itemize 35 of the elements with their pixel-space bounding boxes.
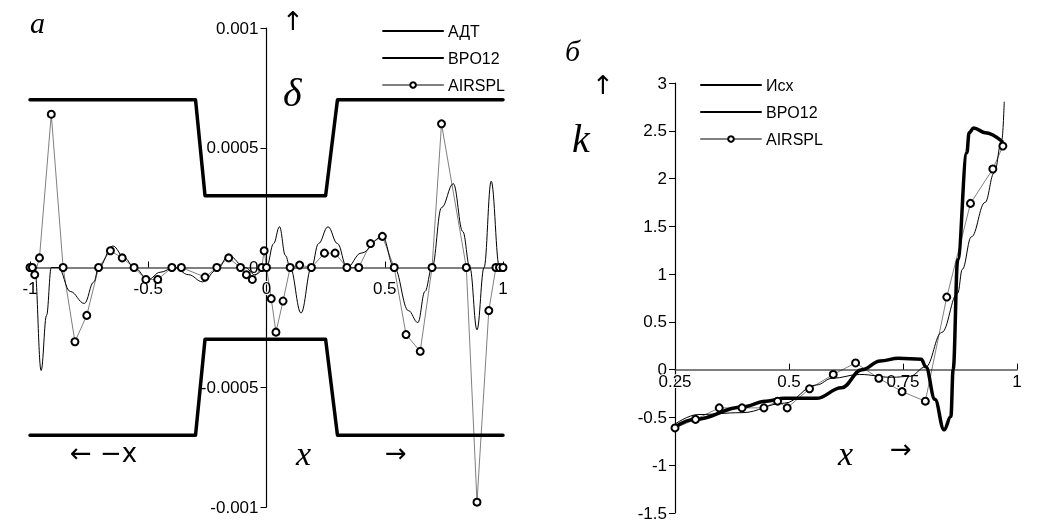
y-tick-label: -1.5 bbox=[637, 503, 667, 523]
x-tick-label: 0.5 bbox=[777, 371, 801, 391]
x-tick-label: 1 bbox=[1012, 371, 1022, 391]
y-axis-title: k bbox=[572, 115, 591, 161]
x-axis-title: x bbox=[295, 434, 312, 472]
x-tick-label: 0.75 bbox=[886, 371, 920, 391]
legend-label: Исх bbox=[766, 76, 794, 94]
y-tick-label: 2.5 bbox=[643, 121, 667, 141]
chart-title: a bbox=[30, 5, 45, 39]
legend-label: AIRSPL bbox=[766, 130, 824, 148]
chart-title: б bbox=[565, 33, 581, 67]
y-tick-label: 0.5 bbox=[643, 312, 667, 332]
y-tick-label: 3 bbox=[657, 73, 667, 93]
y-tick-label: -0.001 bbox=[210, 497, 259, 517]
y-axis-title: δ bbox=[283, 69, 303, 115]
y-tick-label: -1 bbox=[651, 455, 667, 475]
annotation: ↑ bbox=[282, 6, 304, 36]
x-axis-title: x bbox=[837, 434, 854, 472]
text: ↑ bbox=[592, 70, 614, 100]
annotation: ← −x bbox=[70, 438, 138, 468]
y-tick-label: 1 bbox=[657, 264, 667, 284]
y-tick-label: 0.0005 bbox=[206, 138, 259, 158]
x-tick-label: 0.5 bbox=[372, 278, 397, 298]
y-tick-label: -0.5 bbox=[637, 407, 667, 427]
annotation: → bbox=[385, 438, 407, 468]
y-tick-label: 1.5 bbox=[643, 216, 667, 236]
y-tick-label: 2 bbox=[657, 169, 667, 189]
y-tick-label: 0.001 bbox=[215, 18, 259, 38]
legend-label: AIRSPL bbox=[448, 76, 506, 94]
y-tick-label: 0 bbox=[249, 258, 259, 277]
annotation: → bbox=[890, 434, 912, 464]
x-tick-label: 1 bbox=[498, 278, 508, 298]
legend-label: BPO12 bbox=[448, 49, 500, 67]
legend-label: BPO12 bbox=[766, 103, 818, 121]
legend-label: АДТ bbox=[448, 22, 481, 40]
